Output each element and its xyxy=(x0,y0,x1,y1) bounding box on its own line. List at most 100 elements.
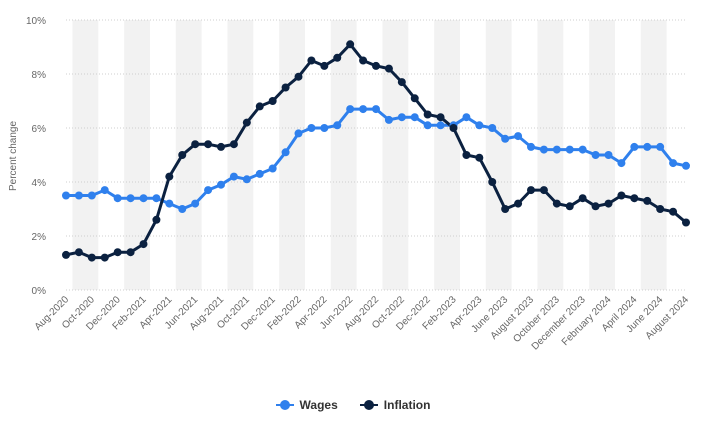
data-point-wages xyxy=(501,134,510,143)
data-point-wages xyxy=(372,105,380,114)
data-point-wages xyxy=(630,142,639,151)
background-band-0 xyxy=(72,20,99,290)
data-point-inflation xyxy=(436,113,445,122)
legend: Wages Inflation xyxy=(0,398,706,412)
data-point-wages xyxy=(242,175,251,184)
data-point-inflation xyxy=(229,140,238,149)
data-point-wages xyxy=(578,145,587,154)
background-band-6 xyxy=(382,20,409,290)
data-point-wages xyxy=(139,194,148,203)
data-point-inflation xyxy=(294,72,303,81)
data-point-wages xyxy=(669,159,678,168)
data-point-inflation xyxy=(62,250,70,259)
data-point-wages xyxy=(384,115,393,124)
data-point-wages xyxy=(87,191,96,200)
background-band-9 xyxy=(537,20,564,290)
data-point-inflation xyxy=(397,78,406,87)
data-point-wages xyxy=(281,148,290,157)
y-tick-label: 2% xyxy=(32,232,47,243)
data-point-inflation xyxy=(139,240,148,249)
data-point-inflation xyxy=(87,253,96,262)
background-bands xyxy=(72,20,667,290)
data-point-inflation xyxy=(630,194,639,203)
data-point-wages xyxy=(191,199,200,208)
data-point-wages xyxy=(604,151,613,159)
data-point-inflation xyxy=(604,199,613,208)
data-point-wages xyxy=(475,121,484,130)
data-point-wages xyxy=(126,194,135,203)
data-point-inflation xyxy=(475,153,484,162)
legend-item-wages[interactable]: Wages xyxy=(275,398,338,412)
data-point-wages xyxy=(397,113,406,122)
data-point-wages xyxy=(423,121,432,130)
data-point-inflation xyxy=(591,202,600,211)
data-point-inflation xyxy=(462,151,471,159)
legend-item-inflation[interactable]: Inflation xyxy=(359,398,431,412)
data-point-inflation xyxy=(565,202,574,211)
data-point-inflation xyxy=(191,140,200,149)
data-point-inflation xyxy=(617,191,626,200)
data-point-inflation xyxy=(501,205,510,213)
data-point-wages xyxy=(436,121,445,130)
data-point-inflation xyxy=(410,94,419,103)
background-band-8 xyxy=(485,20,512,290)
data-point-inflation xyxy=(268,97,277,105)
data-point-inflation xyxy=(514,199,523,208)
data-point-wages xyxy=(643,142,652,151)
data-point-inflation xyxy=(384,64,393,73)
background-band-3 xyxy=(227,20,254,290)
y-tick-label: 6% xyxy=(32,124,47,135)
data-point-inflation xyxy=(178,151,187,159)
data-point-wages xyxy=(229,172,238,181)
data-point-wages xyxy=(152,194,161,203)
background-band-5 xyxy=(330,20,357,290)
x-axis-ticks: Aug-2020Oct-2020Dec-2020Feb-2021Apr-2021… xyxy=(33,294,692,352)
y-tick-label: 10% xyxy=(26,16,46,27)
y-tick-label: 8% xyxy=(32,70,47,81)
data-point-inflation xyxy=(643,196,652,205)
data-point-inflation xyxy=(242,118,251,127)
data-point-wages xyxy=(410,113,419,122)
data-point-wages xyxy=(488,124,497,132)
series-points xyxy=(62,40,690,262)
data-point-inflation xyxy=(449,124,458,132)
data-point-wages xyxy=(165,199,174,208)
legend-label-wages: Wages xyxy=(299,398,338,412)
y-axis-label: Percent change xyxy=(8,121,19,191)
data-point-inflation xyxy=(320,61,329,70)
data-point-inflation xyxy=(346,40,355,49)
data-point-inflation xyxy=(100,253,109,262)
data-point-inflation xyxy=(152,215,161,224)
background-band-7 xyxy=(434,20,460,290)
legend-swatch-wages xyxy=(275,400,294,410)
data-point-inflation xyxy=(552,199,561,208)
data-point-inflation xyxy=(74,248,83,257)
data-point-inflation xyxy=(255,102,264,111)
data-point-wages xyxy=(294,129,303,138)
data-point-inflation xyxy=(281,83,290,92)
data-point-wages xyxy=(320,124,329,132)
data-point-inflation xyxy=(682,218,690,227)
data-point-wages xyxy=(74,191,83,200)
data-point-inflation xyxy=(204,140,213,149)
data-point-wages xyxy=(113,194,122,203)
data-point-wages xyxy=(359,105,368,114)
data-point-wages xyxy=(255,169,264,178)
data-point-inflation xyxy=(372,61,380,70)
data-point-inflation xyxy=(126,248,135,257)
data-point-inflation xyxy=(359,56,368,65)
data-point-wages xyxy=(178,205,187,213)
legend-label-inflation: Inflation xyxy=(383,398,431,412)
data-point-wages xyxy=(514,132,523,141)
data-point-inflation xyxy=(669,207,678,216)
data-point-wages xyxy=(591,151,600,159)
data-point-inflation xyxy=(488,178,497,186)
data-point-inflation xyxy=(307,56,316,65)
data-point-inflation xyxy=(165,172,174,181)
data-point-inflation xyxy=(578,194,587,203)
y-axis-ticks: 0% 2% 4% 6% 8% 10% xyxy=(26,16,46,297)
data-point-wages xyxy=(565,145,574,154)
gridlines xyxy=(66,19,686,291)
data-point-wages xyxy=(333,121,342,130)
